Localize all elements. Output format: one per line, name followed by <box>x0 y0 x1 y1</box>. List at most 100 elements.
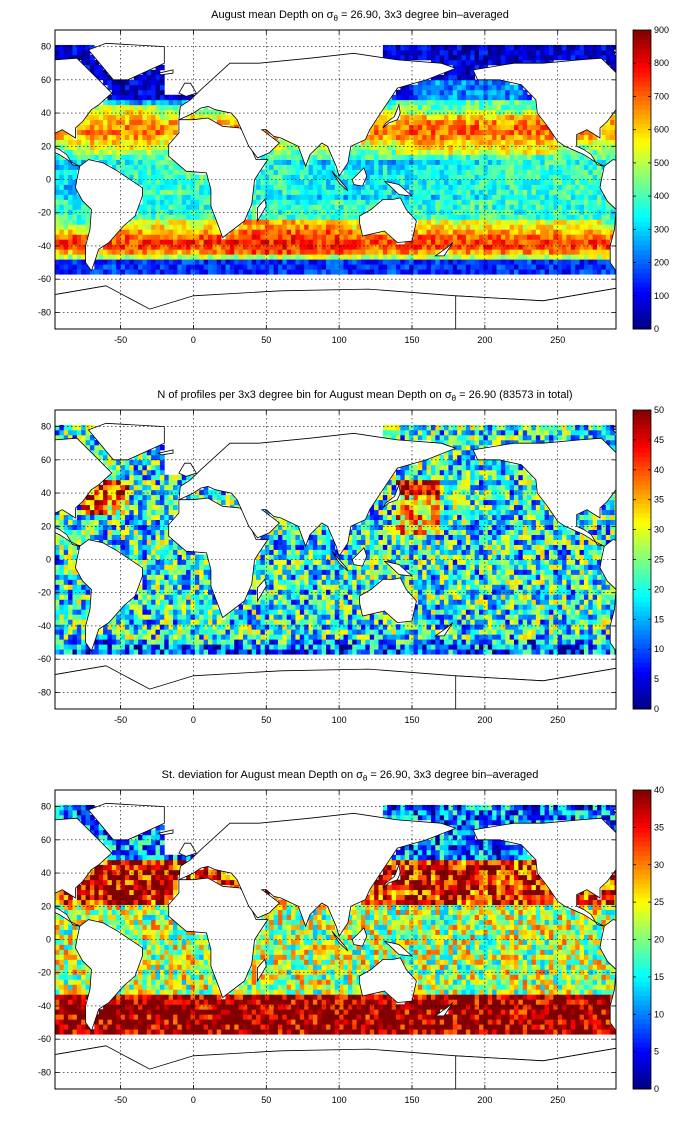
heatmap-cell <box>300 259 305 264</box>
heatmap-cell <box>580 170 585 175</box>
heatmap-cell <box>160 470 165 475</box>
heatmap-cell <box>531 100 536 105</box>
heatmap-cell <box>72 264 77 269</box>
heatmap-cell <box>615 125 620 130</box>
heatmap-cell <box>142 594 147 599</box>
heatmap-cell <box>169 130 174 135</box>
heatmap-cell <box>536 45 541 50</box>
heatmap-cell <box>86 599 91 604</box>
heatmap-cell <box>427 120 432 125</box>
heatmap-cell <box>94 649 99 654</box>
heatmap-cell <box>540 189 545 194</box>
heatmap-cell <box>545 269 550 274</box>
heatmap-cell <box>103 150 108 155</box>
heatmap-cell <box>422 239 427 244</box>
heatmap-cell <box>138 249 143 254</box>
heatmap-cell <box>483 180 488 185</box>
heatmap-cell <box>151 550 156 555</box>
heatmap-cell <box>453 189 458 194</box>
heatmap-cell <box>142 204 147 209</box>
heatmap-cell <box>330 234 335 239</box>
heatmap-cell <box>160 649 165 654</box>
heatmap-cell <box>142 199 147 204</box>
heatmap-cell <box>475 249 480 254</box>
heatmap-cell <box>278 184 283 189</box>
heatmap-cell <box>55 649 60 654</box>
heatmap-cell <box>173 609 178 614</box>
heatmap-cell <box>497 229 502 234</box>
heatmap-cell <box>387 50 392 55</box>
heatmap-cell <box>339 229 344 234</box>
heatmap-cell <box>186 619 191 624</box>
heatmap-cell <box>453 70 458 75</box>
heatmap-cell <box>505 189 510 194</box>
heatmap-cell <box>147 589 152 594</box>
heatmap-cell <box>523 110 528 115</box>
heatmap-cell <box>173 269 178 274</box>
heatmap-cell <box>483 80 488 85</box>
heatmap-cell <box>99 264 104 269</box>
heatmap-cell <box>593 264 598 269</box>
heatmap-cell <box>55 574 60 579</box>
heatmap-cell <box>221 244 226 249</box>
heatmap-cell <box>313 214 318 219</box>
heatmap-cell <box>470 160 475 165</box>
heatmap-cell <box>81 535 86 540</box>
colorbar-segment <box>633 35 651 40</box>
heatmap-cell <box>396 165 401 170</box>
heatmap-cell <box>357 239 362 244</box>
heatmap-cell <box>462 184 467 189</box>
heatmap-cell <box>138 594 143 599</box>
heatmap-cell <box>383 259 388 264</box>
heatmap-cell <box>138 505 143 510</box>
heatmap-cell <box>160 644 165 649</box>
heatmap-cell <box>457 219 462 224</box>
heatmap-cell <box>125 264 130 269</box>
heatmap-cell <box>164 110 169 115</box>
heatmap-cell <box>413 249 418 254</box>
heatmap-cell <box>252 209 257 214</box>
heatmap-cell <box>601 219 606 224</box>
heatmap-cell <box>317 269 322 274</box>
heatmap-cell <box>177 639 182 644</box>
heatmap-cell <box>531 180 536 185</box>
heatmap-cell <box>418 130 423 135</box>
heatmap-cell <box>317 249 322 254</box>
heatmap-cell <box>156 259 161 264</box>
heatmap-cell <box>208 219 213 224</box>
heatmap-cell <box>553 254 558 259</box>
heatmap-cell <box>156 194 161 199</box>
heatmap-cell <box>225 239 230 244</box>
heatmap-cell <box>510 184 515 189</box>
heatmap-cell <box>418 105 423 110</box>
heatmap-cell <box>453 60 458 65</box>
heatmap-cell <box>422 85 427 90</box>
heatmap-cell <box>72 239 77 244</box>
heatmap-cell <box>531 110 536 115</box>
heatmap-cell <box>492 50 497 55</box>
heatmap-cell <box>435 55 440 60</box>
heatmap-cell <box>77 145 82 150</box>
heatmap-cell <box>448 95 453 100</box>
heatmap-cell <box>448 80 453 85</box>
heatmap-cell <box>173 589 178 594</box>
heatmap-cell <box>440 234 445 239</box>
heatmap-cell <box>125 649 130 654</box>
heatmap-cell <box>177 249 182 254</box>
heatmap-cell <box>549 50 554 55</box>
heatmap-cell <box>527 160 532 165</box>
heatmap-cell <box>448 170 453 175</box>
heatmap-cell <box>457 55 462 60</box>
heatmap-cell <box>199 199 204 204</box>
heatmap-cell <box>138 530 143 535</box>
heatmap-cell <box>160 495 165 500</box>
heatmap-cell <box>462 170 467 175</box>
heatmap-cell <box>173 604 178 609</box>
heatmap-cell <box>77 644 82 649</box>
heatmap-cell <box>103 125 108 130</box>
heatmap-cell <box>444 165 449 170</box>
heatmap-cell <box>265 239 270 244</box>
heatmap-cell <box>274 259 279 264</box>
heatmap-cell <box>505 229 510 234</box>
heatmap-cell <box>55 589 60 594</box>
